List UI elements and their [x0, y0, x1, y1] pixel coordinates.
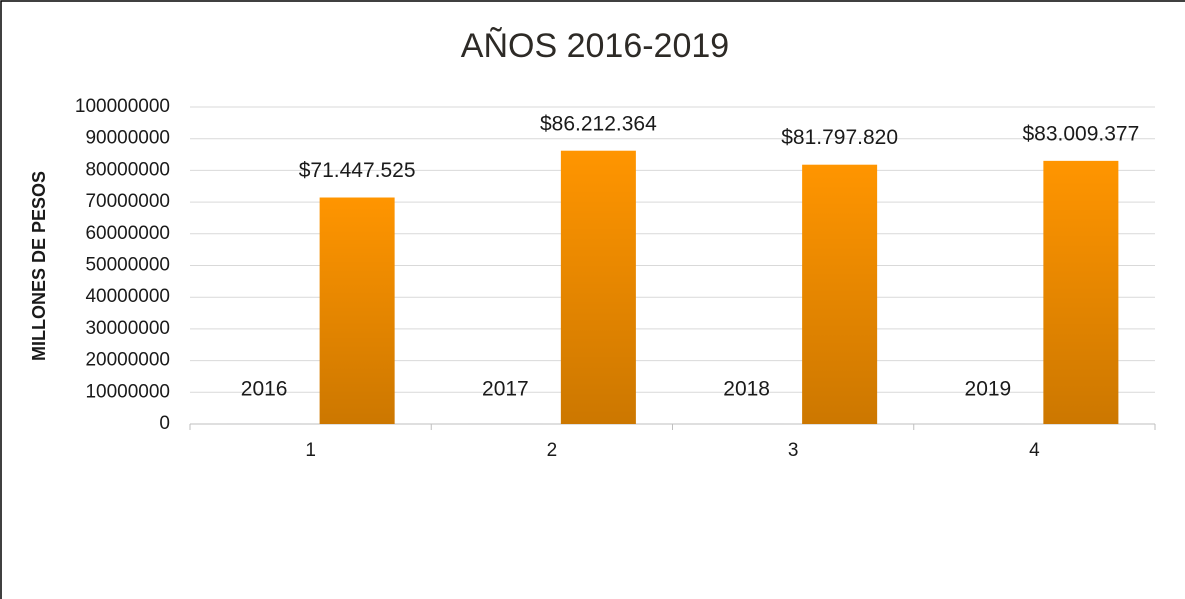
- y-tick-label: 90000000: [85, 128, 170, 149]
- bar-shading: [1043, 160, 1119, 424]
- data-label: $86.212.364: [540, 112, 657, 135]
- y-tick-label: 10000000: [85, 381, 170, 402]
- x-tick-label: 3: [788, 440, 799, 461]
- chart-title: AÑOS 2016-2019: [461, 27, 729, 65]
- bar-shading: [560, 150, 636, 425]
- y-tick-label: 0: [159, 413, 170, 434]
- data-label: 2018: [723, 378, 770, 401]
- data-label: 2017: [482, 378, 529, 401]
- data-label: 2016: [241, 378, 288, 401]
- x-tick-label: 2: [547, 440, 558, 461]
- y-tick-label: 60000000: [85, 223, 170, 244]
- y-axis-title: MILLONES DE PESOS: [29, 171, 49, 361]
- y-tick-label: 40000000: [85, 286, 170, 307]
- bar-shading: [319, 197, 395, 424]
- y-tick-label: 30000000: [85, 318, 170, 339]
- y-tick-label: 20000000: [85, 350, 170, 371]
- data-label: $81.797.820: [781, 126, 898, 149]
- x-tick-label: 1: [305, 440, 316, 461]
- data-label: $83.009.377: [1022, 122, 1139, 145]
- data-label: $71.447.525: [299, 159, 416, 182]
- bar-shading: [802, 164, 878, 424]
- y-tick-label: 70000000: [85, 191, 170, 212]
- data-label: 2019: [965, 378, 1012, 401]
- y-tick-label: 50000000: [85, 255, 170, 276]
- y-tick-label: 100000000: [75, 96, 170, 117]
- y-tick-label: 80000000: [85, 159, 170, 180]
- x-tick-label: 4: [1029, 440, 1040, 461]
